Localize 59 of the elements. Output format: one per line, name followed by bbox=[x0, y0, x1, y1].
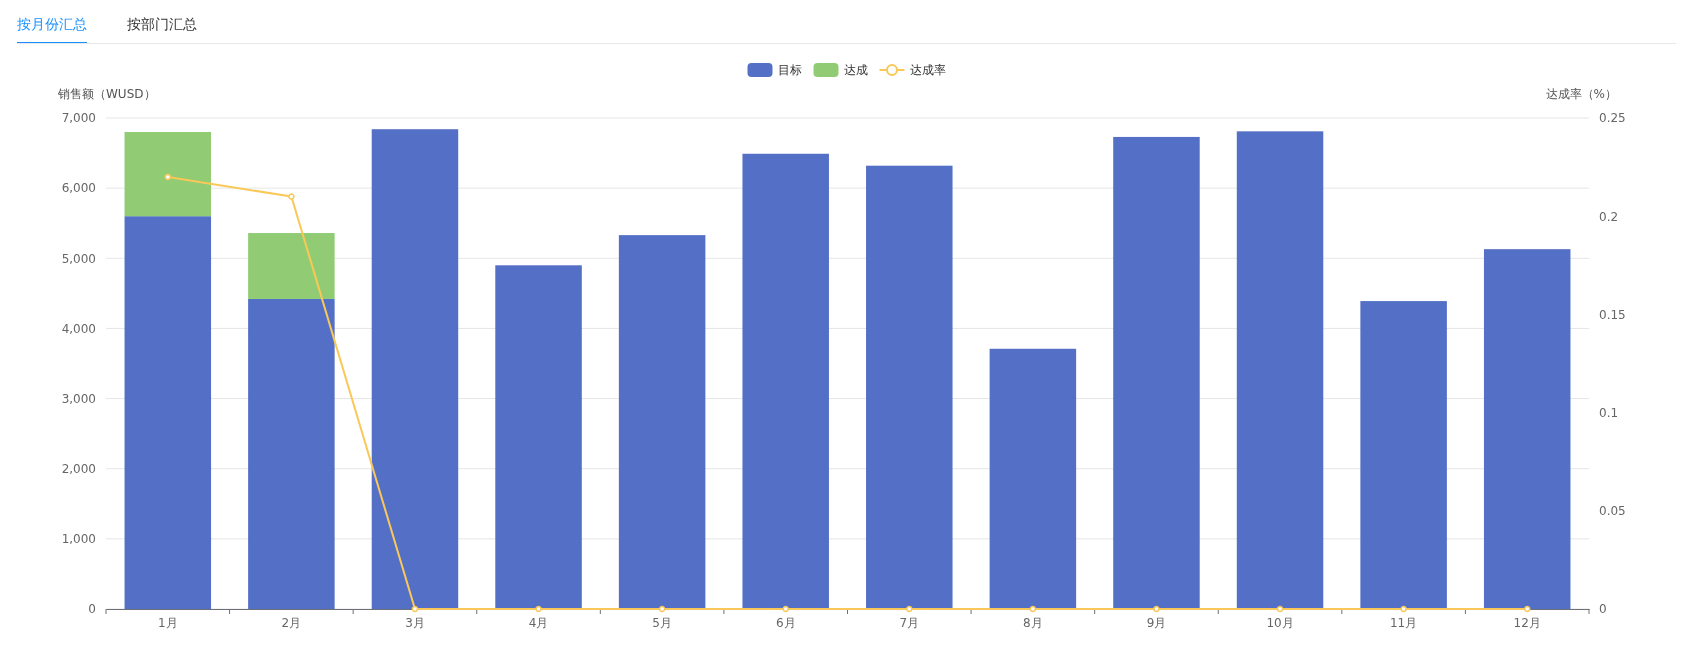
bar bbox=[1113, 136, 1200, 609]
bar bbox=[618, 235, 706, 609]
legend-label: 目标 bbox=[777, 63, 802, 77]
bar bbox=[1483, 249, 1571, 609]
bar bbox=[989, 348, 1077, 609]
y-tick-label: 4,000 bbox=[61, 321, 96, 336]
x-tick-label: 9月 bbox=[1146, 615, 1167, 630]
y-tick-label: 1,000 bbox=[61, 532, 96, 547]
point bbox=[288, 193, 295, 200]
x-tick-label: 8月 bbox=[1023, 615, 1043, 630]
point bbox=[535, 605, 542, 613]
point bbox=[411, 605, 419, 613]
bar bbox=[495, 265, 582, 609]
x-tick-label: 3月 bbox=[405, 615, 425, 630]
y-tick-label: 7,000 bbox=[61, 111, 96, 126]
y2-tick-label: 0.25 bbox=[1599, 111, 1626, 126]
text: 按月份汇总 bbox=[17, 16, 87, 32]
y2-tick-label: 0 bbox=[1599, 602, 1607, 617]
x-tick-label: 2月 bbox=[281, 615, 302, 630]
text: 按部门汇总 bbox=[127, 16, 197, 32]
point bbox=[658, 605, 666, 613]
bar bbox=[124, 132, 212, 217]
x-tick-label: 7月 bbox=[899, 615, 920, 630]
point bbox=[1400, 605, 1407, 613]
point bbox=[906, 605, 913, 613]
legend-label: 达成 bbox=[843, 63, 868, 77]
y-tick-label: 2,000 bbox=[61, 462, 96, 477]
x-tick-label: 10月 bbox=[1266, 615, 1294, 630]
y-tick-label: 5,000 bbox=[61, 251, 96, 266]
bar bbox=[248, 233, 335, 299]
point bbox=[164, 173, 172, 181]
point bbox=[782, 605, 789, 613]
y-tick-label: 6,000 bbox=[61, 181, 96, 196]
y2-tick-label: 0.15 bbox=[1599, 307, 1626, 322]
point bbox=[1153, 605, 1160, 613]
x-tick-label: 4月 bbox=[528, 615, 549, 630]
point bbox=[1523, 605, 1531, 613]
bar bbox=[866, 165, 953, 609]
point bbox=[1276, 605, 1284, 613]
y2-tick-label: 0.2 bbox=[1599, 209, 1619, 224]
y-axis-title: 销售额（WUSD） bbox=[57, 87, 156, 101]
bar bbox=[248, 298, 335, 609]
x-tick-label: 12月 bbox=[1513, 615, 1541, 630]
x-tick-label: 5月 bbox=[652, 615, 672, 630]
x-tick-label: 1月 bbox=[157, 615, 178, 630]
legend-label: 达成率 bbox=[909, 63, 946, 77]
x-tick-label: 6月 bbox=[775, 615, 796, 630]
bar bbox=[371, 129, 459, 609]
y2-tick-label: 0.1 bbox=[1599, 405, 1619, 420]
y2-axis-title: 达成率（%） bbox=[1545, 87, 1617, 101]
bar bbox=[1236, 131, 1324, 609]
bar bbox=[1360, 301, 1447, 609]
bar bbox=[742, 153, 829, 609]
point bbox=[1029, 605, 1037, 613]
y-tick-label: 0 bbox=[88, 602, 96, 617]
bar bbox=[124, 216, 212, 609]
y-tick-label: 3,000 bbox=[61, 391, 96, 406]
x-tick-label: 11月 bbox=[1389, 615, 1418, 630]
y2-tick-label: 0.05 bbox=[1599, 504, 1626, 519]
